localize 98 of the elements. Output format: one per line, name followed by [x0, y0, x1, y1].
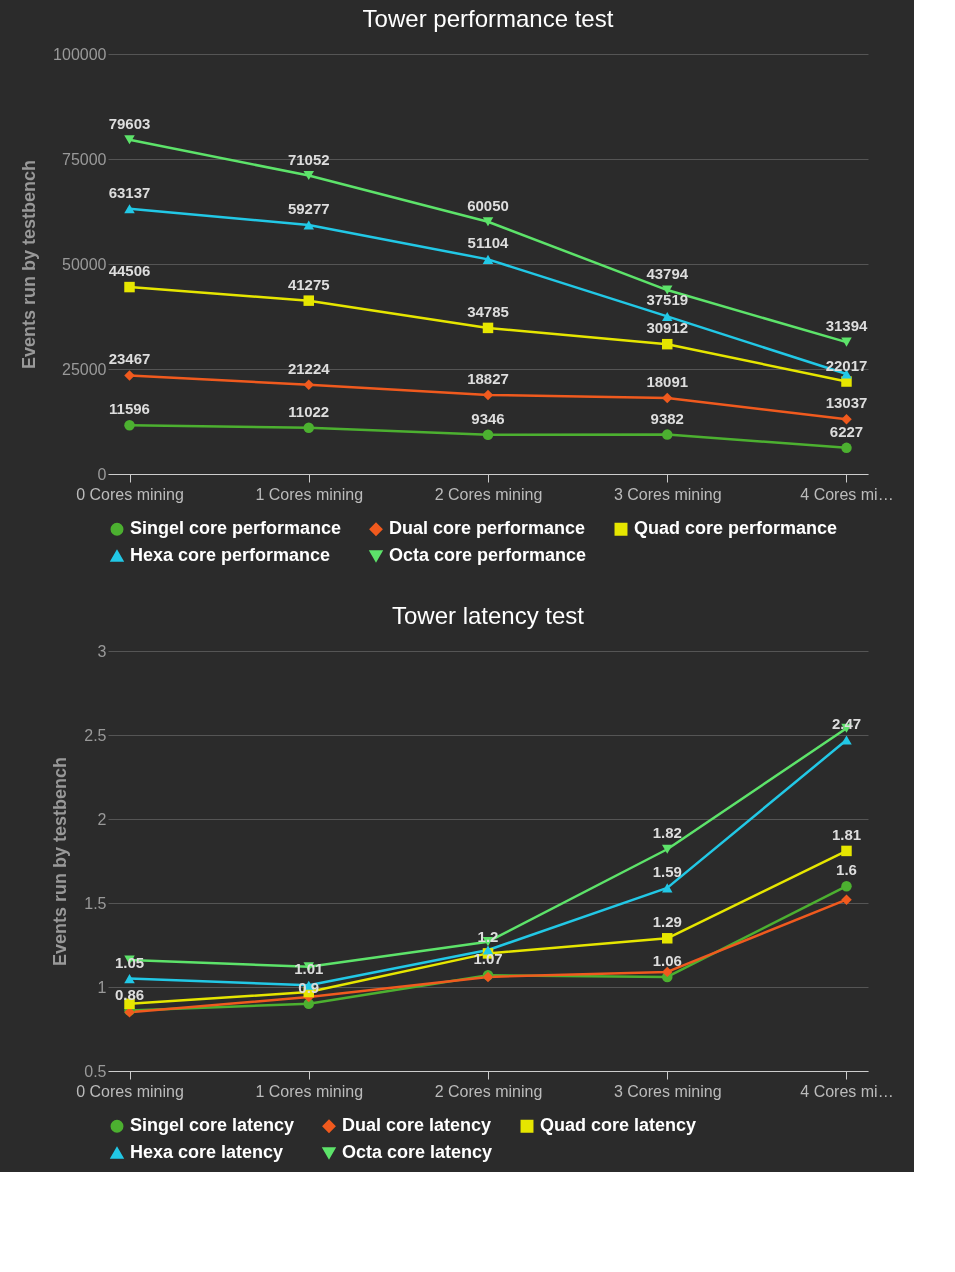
point	[303, 171, 314, 181]
legend-label: Hexa core latency	[130, 1142, 284, 1162]
data-label: 1.6	[836, 861, 857, 879]
data-label: 44506	[108, 262, 151, 280]
legend-label: Hexa core performance	[130, 545, 331, 565]
point	[124, 974, 135, 984]
point	[124, 370, 135, 381]
legend-label: Dual core performance	[389, 518, 586, 539]
point	[482, 389, 494, 401]
data-label: 0.86	[114, 985, 145, 1003]
data-label: 43794	[646, 265, 689, 283]
point	[303, 422, 314, 433]
data-label: 1.82	[652, 824, 682, 842]
data-label: 30912	[646, 319, 689, 337]
data-label: 79603	[108, 114, 151, 132]
y-tick-label: 1	[97, 978, 107, 996]
data-label: 34785	[467, 302, 509, 320]
data-label: 11596	[109, 400, 150, 418]
point	[124, 135, 135, 145]
x-tick-label: 1 Cores mining	[255, 1082, 364, 1100]
legend-label: Dual core latency	[342, 1115, 492, 1136]
point	[662, 933, 673, 944]
y-tick-label: 100000	[53, 45, 107, 63]
data-label: 1.06	[652, 951, 682, 969]
data-label: 18827	[467, 369, 509, 387]
data-label: 1.81	[831, 825, 862, 843]
data-label: 51104	[467, 234, 510, 252]
y-tick-label: 0.5	[84, 1062, 107, 1080]
data-label: 18091	[646, 373, 689, 391]
point	[303, 295, 314, 306]
x-tick-label: 0 Cores mining	[76, 1082, 184, 1100]
x-tick-label: 3 Cores mining	[613, 485, 722, 503]
x-tick-label: 1 Cores mining	[255, 485, 364, 503]
data-label: 60050	[467, 196, 509, 214]
y-axis-title: Events run by testbench	[50, 756, 71, 967]
point	[124, 204, 135, 214]
point	[662, 844, 673, 854]
y-tick-label: 3	[97, 642, 107, 660]
point	[662, 338, 673, 350]
data-label: 13037	[825, 394, 868, 412]
point	[662, 311, 673, 321]
point	[841, 735, 852, 745]
point	[124, 281, 135, 293]
x-tick-label: 0 Cores mining	[76, 485, 184, 503]
y-tick-label: 50000	[62, 255, 107, 273]
legend-label: Quad core performance	[634, 518, 838, 539]
data-label: 71052	[287, 150, 330, 168]
chart-title: Tower latency test	[391, 602, 585, 629]
chart-title: Tower performance test	[362, 5, 614, 32]
point	[482, 254, 494, 264]
legend-label: Quad core latency	[540, 1115, 697, 1136]
data-label: 0.9	[298, 978, 320, 996]
data-label: 59277	[287, 200, 330, 218]
point	[303, 220, 314, 230]
data-label: 23467	[108, 350, 151, 368]
point	[662, 966, 673, 978]
data-label: 9346	[471, 409, 505, 427]
legend-label: Octa core performance	[389, 545, 587, 565]
data-label: 9382	[650, 409, 684, 427]
data-label: 41275	[287, 275, 330, 293]
point	[841, 845, 852, 857]
point	[482, 217, 494, 227]
point	[303, 379, 314, 391]
y-axis-title: Events run by testbench	[19, 159, 40, 370]
point	[841, 442, 852, 454]
x-tick-label: 2 Cores mining	[434, 485, 543, 503]
point	[662, 392, 673, 404]
legend-label: Octa core latency	[342, 1142, 493, 1162]
y-tick-label: 25000	[62, 360, 107, 378]
data-label: 37519	[646, 291, 689, 309]
x-tick-label: 4 Cores mi…	[800, 1082, 894, 1100]
point	[841, 894, 852, 905]
point	[124, 420, 135, 431]
x-tick-label: 3 Cores mining	[613, 1082, 722, 1100]
y-tick-label: 2	[97, 810, 107, 828]
point	[662, 429, 673, 440]
legend-label: Singel core performance	[130, 518, 342, 539]
data-label: 1.29	[652, 913, 682, 931]
point	[841, 337, 852, 347]
data-label: 21224	[287, 359, 331, 377]
data-label: 6227	[829, 422, 864, 440]
data-label: 11022	[288, 402, 330, 420]
data-label: 63137	[108, 183, 151, 201]
data-label: 2.47	[831, 715, 862, 733]
point	[841, 414, 852, 425]
point	[482, 322, 494, 334]
data-label: 22017	[825, 356, 868, 374]
point	[841, 880, 852, 892]
y-tick-label: 2.5	[84, 726, 107, 744]
x-tick-label: 4 Cores mi…	[800, 485, 894, 503]
data-label: 31394	[825, 317, 868, 335]
y-tick-label: 0	[97, 465, 107, 483]
y-tick-label: 75000	[62, 150, 107, 168]
legend-label: Singel core latency	[130, 1115, 295, 1136]
data-label: 1.59	[652, 862, 682, 880]
x-tick-label: 2 Cores mining	[434, 1082, 543, 1100]
point	[482, 429, 494, 440]
y-tick-label: 1.5	[84, 894, 107, 912]
